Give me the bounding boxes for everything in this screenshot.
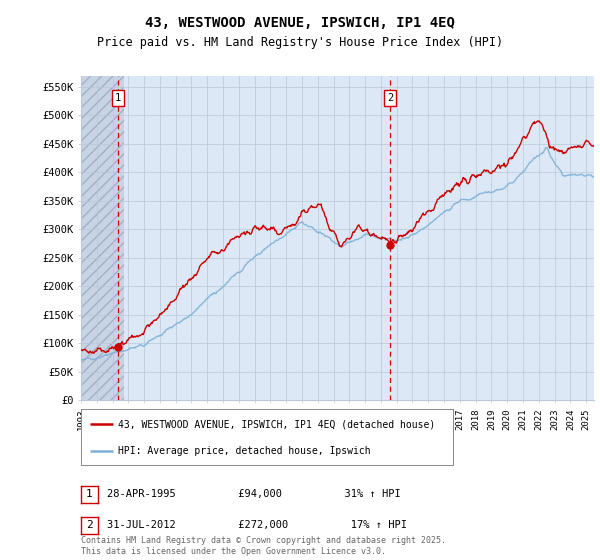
Text: 1: 1 — [86, 489, 93, 500]
Text: 28-APR-1995          £94,000          31% ↑ HPI: 28-APR-1995 £94,000 31% ↑ HPI — [107, 489, 401, 500]
Text: Price paid vs. HM Land Registry's House Price Index (HPI): Price paid vs. HM Land Registry's House … — [97, 36, 503, 49]
Text: 31-JUL-2012          £272,000          17% ↑ HPI: 31-JUL-2012 £272,000 17% ↑ HPI — [107, 520, 407, 530]
Text: 2: 2 — [86, 520, 93, 530]
Text: 2: 2 — [387, 94, 393, 104]
Text: HPI: Average price, detached house, Ipswich: HPI: Average price, detached house, Ipsw… — [118, 446, 371, 456]
Text: 43, WESTWOOD AVENUE, IPSWICH, IP1 4EQ (detached house): 43, WESTWOOD AVENUE, IPSWICH, IP1 4EQ (d… — [118, 419, 436, 430]
Text: 1: 1 — [115, 94, 121, 104]
Bar — [81, 76, 124, 400]
Text: Contains HM Land Registry data © Crown copyright and database right 2025.
This d: Contains HM Land Registry data © Crown c… — [81, 536, 446, 556]
Text: 43, WESTWOOD AVENUE, IPSWICH, IP1 4EQ: 43, WESTWOOD AVENUE, IPSWICH, IP1 4EQ — [145, 16, 455, 30]
